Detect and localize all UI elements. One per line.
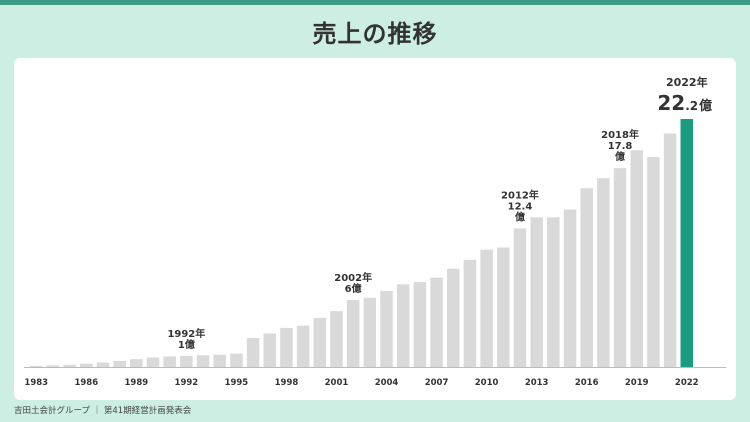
bar-1994	[213, 354, 226, 367]
x-tick-label: 2007	[425, 378, 449, 388]
x-tick-label: 1992	[175, 378, 199, 388]
x-tick-label: 2019	[625, 378, 649, 388]
bar-2022	[680, 119, 694, 367]
bar-2020	[647, 156, 660, 367]
bar-1985	[63, 364, 76, 367]
bar-2016	[580, 188, 593, 367]
bar-2014	[547, 217, 560, 367]
x-tick-label: 2013	[525, 378, 549, 388]
bar-2013	[530, 217, 543, 367]
bar-1993	[196, 355, 210, 367]
bar-1996	[246, 337, 260, 367]
bar-2018	[613, 168, 627, 367]
bar-2007	[430, 277, 443, 367]
final-value-label: 22.2億	[657, 91, 712, 115]
bar-2015	[563, 209, 577, 367]
annotation-label-2012: 億	[515, 210, 525, 223]
x-tick-label: 1989	[124, 378, 148, 388]
bar-2005	[396, 284, 410, 367]
bar-1988	[113, 360, 126, 367]
footer-text: 吉田土会計グループ ｜ 第41期経営計画発表会	[14, 406, 192, 416]
x-tick-label: 1995	[225, 378, 249, 388]
x-tick-label: 2001	[325, 378, 349, 388]
bar-1990	[146, 357, 160, 367]
bar-2004	[380, 291, 393, 367]
x-tick-label: 1986	[74, 378, 98, 388]
bar-1987	[96, 362, 110, 367]
bar-2011	[497, 247, 510, 367]
bar-2019	[630, 150, 643, 367]
bar-2000	[313, 317, 327, 367]
bar-1998	[280, 327, 293, 367]
annotation-label-2018: 17.8	[608, 141, 633, 152]
x-tick-label: 2022	[675, 378, 699, 388]
annotation-label-2018: 2018年	[601, 128, 639, 141]
annotation-label-2002: 6億	[345, 282, 362, 295]
x-tick-label: 2004	[375, 378, 399, 388]
chart-card: 1983 1986 1989 1992 1995 1998 2001 2004 2007 2010…	[14, 58, 736, 400]
bar-2021	[663, 133, 677, 367]
page-title: 売上の推移	[312, 20, 438, 48]
bar-1991	[163, 356, 176, 367]
bar-2006	[413, 282, 427, 367]
annotation-label-2002: 2002年	[334, 271, 372, 284]
annotation-label-1992: 1992年	[167, 327, 205, 340]
annotation-label-2012: 12.4	[508, 201, 533, 212]
annotation-label-2018: 億	[615, 150, 625, 163]
bar-2002	[346, 299, 360, 367]
x-tick-label: 1983	[24, 378, 48, 388]
bar-2008	[447, 268, 460, 367]
final-year-label: 2022年	[666, 75, 708, 89]
bar-1997	[263, 333, 277, 367]
bar-2012	[513, 228, 527, 367]
bar-1984	[46, 365, 60, 367]
x-tick-label: 1998	[275, 378, 299, 388]
bar-1986	[80, 363, 93, 367]
x-tick-label: 2016	[575, 378, 599, 388]
bar-2003	[363, 297, 377, 367]
bar-1989	[130, 359, 143, 367]
bar-1999	[296, 325, 310, 367]
bar-1995	[230, 353, 243, 367]
sales-bar-chart: 1983 1986 1989 1992 1995 1998 2001 2004 2007 2010…	[24, 75, 726, 388]
bar-2009	[463, 259, 477, 367]
bar-2001	[330, 311, 343, 367]
annotation-label-2012: 2012年	[501, 188, 539, 201]
bar-1992	[180, 355, 193, 367]
bar-2010	[480, 249, 493, 367]
annotation-label-1992: 1億	[178, 338, 195, 351]
top-accent-bar	[0, 0, 750, 5]
bar-1983	[30, 365, 43, 367]
bar-2017	[597, 178, 610, 367]
x-tick-label: 2010	[475, 378, 499, 388]
